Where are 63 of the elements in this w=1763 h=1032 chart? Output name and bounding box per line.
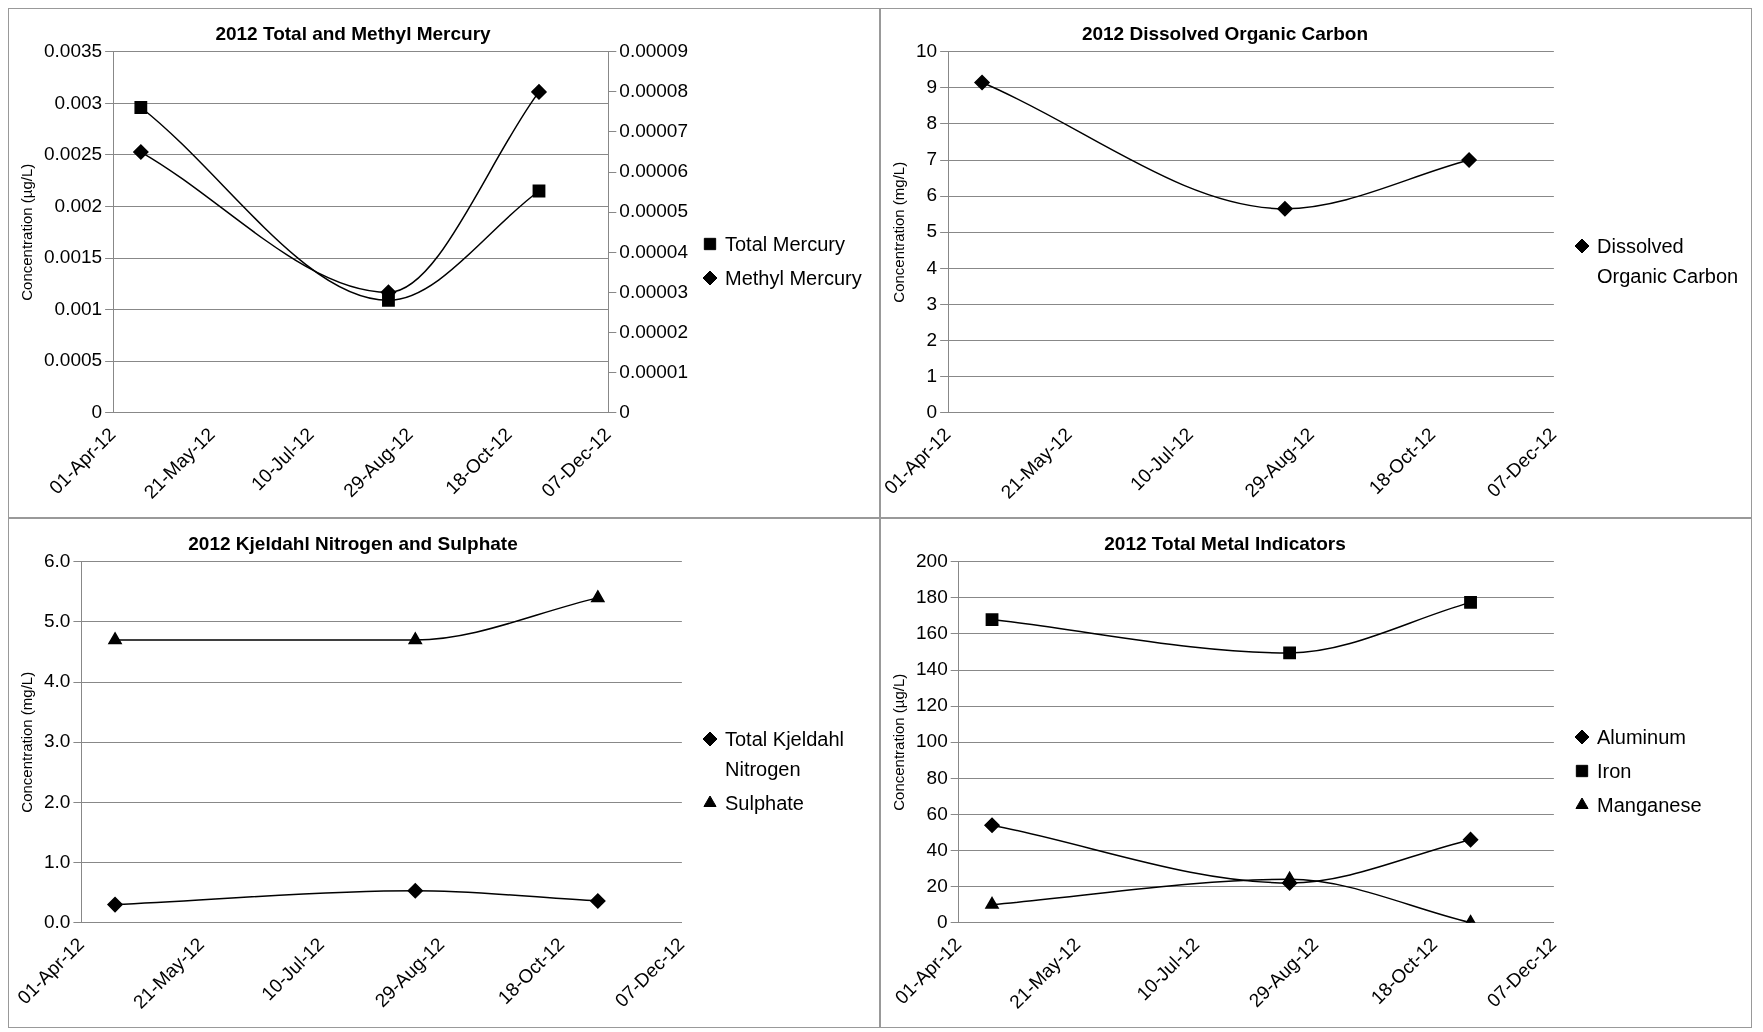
y-tick-label: 0.001 xyxy=(54,297,103,319)
y-tick-label: 0 xyxy=(926,400,938,422)
y-tick-label: 0 xyxy=(937,910,948,932)
legend-label: Methyl Mercury xyxy=(725,266,862,291)
y-tick-label: 8 xyxy=(926,112,938,134)
y-tick-label: 9 xyxy=(926,76,938,98)
y2-tick-label: 0.00001 xyxy=(619,360,689,382)
y2-tick-label: 0 xyxy=(619,400,630,422)
y-tick-label: 2 xyxy=(926,328,938,350)
y-tick-label: 0.0005 xyxy=(43,349,103,371)
y-tick-label: 0.002 xyxy=(54,194,103,216)
chart-title: 2012 Kjeldahl Nitrogen and Sulphate xyxy=(188,532,518,554)
y-tick-label: 5.0 xyxy=(43,610,71,632)
y2-tick-label: 0.00006 xyxy=(619,160,689,182)
y-tick-label: 0.0015 xyxy=(43,246,103,268)
y2-tick-label: 0.00004 xyxy=(619,240,689,262)
y-tick-label: 5 xyxy=(926,220,938,242)
y-tick-label: 0.0 xyxy=(43,910,71,932)
y-axis-title: Concentration (mg/L) xyxy=(18,671,36,813)
y-tick-label: 10 xyxy=(915,40,938,62)
y-tick-label: 120 xyxy=(916,694,948,716)
y2-tick-label: 0.00008 xyxy=(619,80,689,102)
legend-label: Aluminum xyxy=(1597,725,1686,750)
y-tick-label: 3 xyxy=(926,292,938,314)
y-tick-label: 0.0025 xyxy=(43,143,103,165)
y-tick-label: 0.003 xyxy=(54,91,103,113)
y-tick-label: 6.0 xyxy=(43,550,71,572)
legend-label: Total Mercury xyxy=(725,232,846,257)
y-tick-label: 4.0 xyxy=(43,670,71,692)
chart-title: 2012 Total and Methyl Mercury xyxy=(215,22,492,44)
y-tick-label: 20 xyxy=(926,874,948,896)
legend-label: Total Kjeldahl Nitrogen xyxy=(725,727,845,782)
y-tick-label: 4 xyxy=(926,256,938,278)
y-tick-label: 1.0 xyxy=(43,850,71,872)
y-tick-label: 2.0 xyxy=(43,790,71,812)
y-tick-label: 0 xyxy=(91,400,103,422)
y-tick-label: 140 xyxy=(916,658,948,680)
chart-title: 2012 Total Metal Indicators xyxy=(1104,532,1346,554)
y-tick-label: 200 xyxy=(916,550,948,572)
legend-label: Manganese xyxy=(1597,793,1702,818)
y-tick-label: 60 xyxy=(926,802,948,824)
legend-label: Dissolved Organic Carbon xyxy=(1597,234,1740,289)
y2-tick-label: 0.00007 xyxy=(619,120,689,142)
y-tick-label: 100 xyxy=(916,730,948,752)
y-tick-label: 7 xyxy=(926,148,938,170)
y-tick-label: 3.0 xyxy=(43,730,71,752)
y-tick-label: 80 xyxy=(926,766,948,788)
y-axis-title: Concentration (µg/L) xyxy=(890,673,908,811)
legend-label: Iron xyxy=(1597,759,1632,784)
y-tick-label: 40 xyxy=(926,838,948,860)
y-tick-label: 0.0035 xyxy=(43,40,103,62)
y2-tick-label: 0.00005 xyxy=(619,200,689,222)
y2-tick-label: 0.00009 xyxy=(619,40,689,62)
chart-title: 2012 Dissolved Organic Carbon xyxy=(1081,22,1369,44)
y-axis-title: Concentration (µg/L) xyxy=(18,163,36,301)
y-tick-label: 6 xyxy=(926,184,938,206)
y-axis-title: Concentration (mg/L) xyxy=(890,161,908,303)
y2-tick-label: 0.00003 xyxy=(619,280,689,302)
y-tick-label: 160 xyxy=(916,622,948,644)
y-tick-label: 180 xyxy=(916,586,948,608)
y2-tick-label: 0.00002 xyxy=(619,320,689,342)
legend-label: Sulphate xyxy=(725,791,804,816)
y-tick-label: 1 xyxy=(926,364,938,386)
